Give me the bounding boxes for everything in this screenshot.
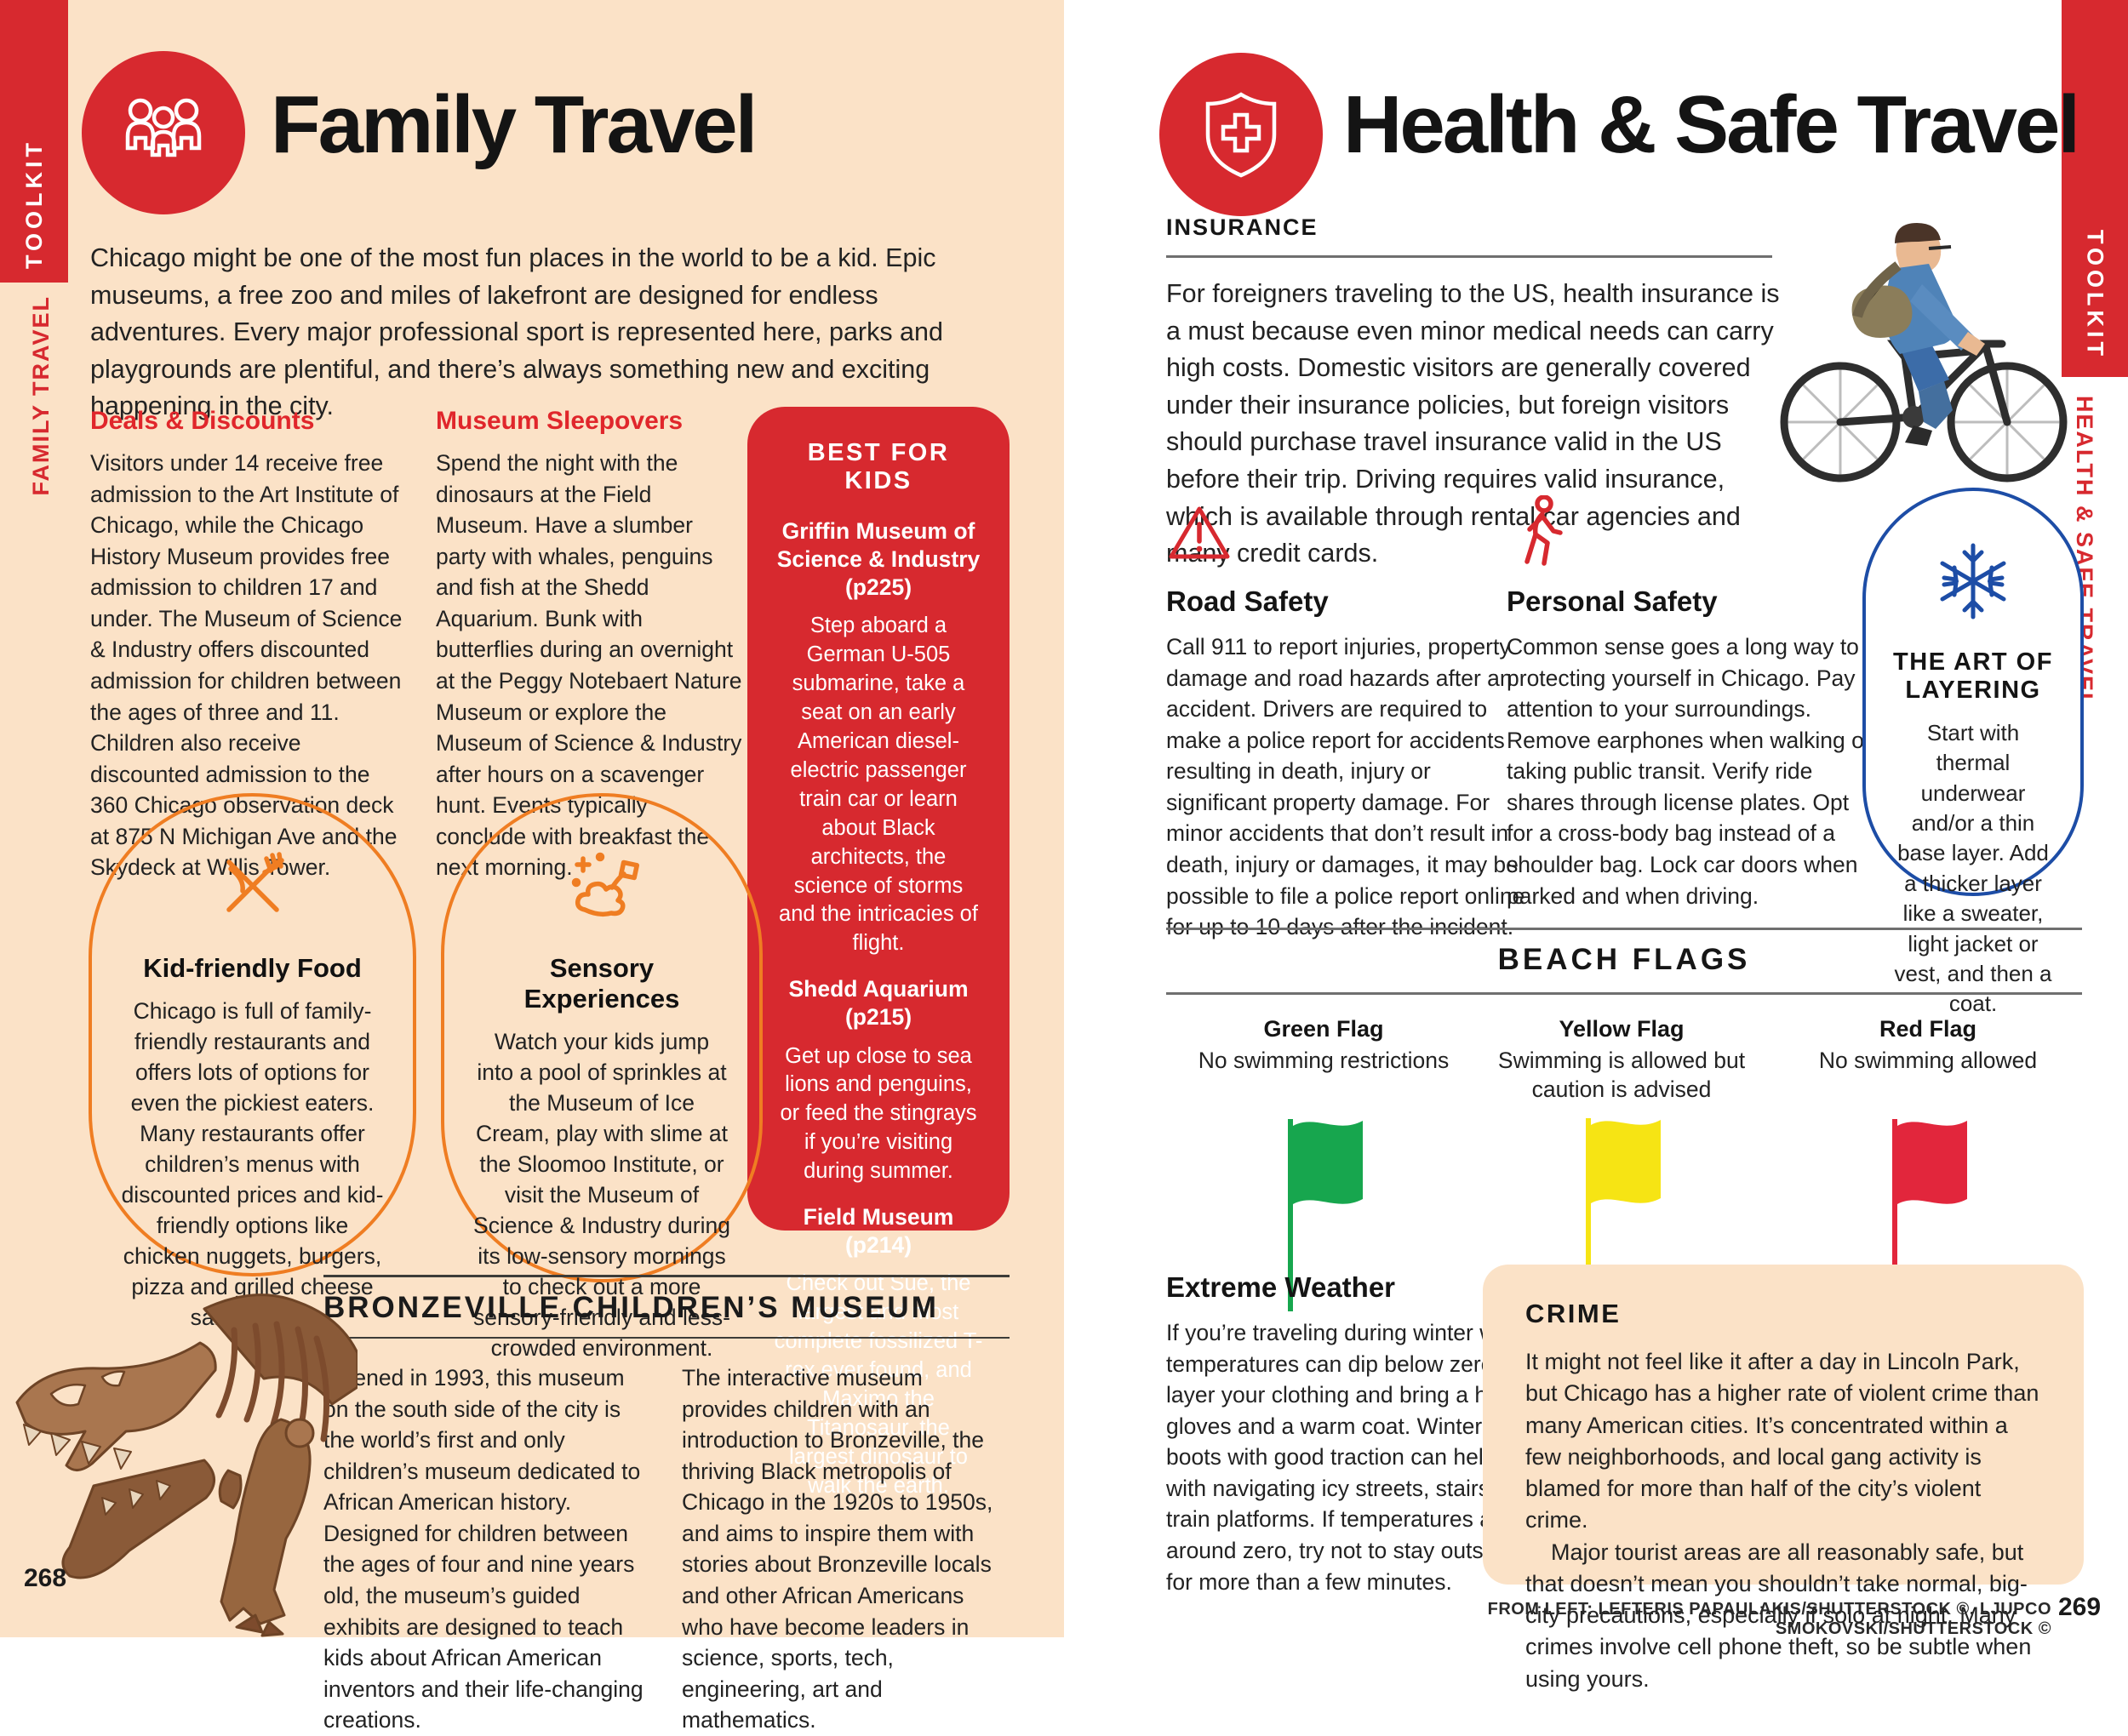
oval-body: Watch your kids jump into a pool of spri… [473,1029,730,1362]
snowflake-icon [1940,543,2006,620]
bronzeville-section: BRONZEVILLE CHILDREN’S MUSEUM Opened in … [323,1275,1010,1736]
bfk-item-heading: Shedd Aquarium (p215) [788,976,969,1031]
shield-cross-icon [1205,92,1277,178]
personal-safety-body: Common sense goes a long way to protecti… [1507,634,1872,909]
oval-heading: Sensory Experiences [523,953,680,1014]
bfk-item-heading: Field Museum (p214) [803,1204,954,1259]
photo-credit: FROM LEFT: LEFTERIS PAPAULAKIS/SHUTTERST… [1487,1600,2051,1638]
road-safety-heading: Road Safety [1166,585,1329,617]
bronzeville-col2: The interactive museum provides children… [682,1365,993,1733]
extreme-weather-section: Extreme Weather If you’re traveling duri… [1166,1271,1539,1597]
toolkit-tab-right: TOOLKIT [2062,0,2128,377]
flag-name: Red Flag [1879,1016,1976,1042]
bronzeville-col1: Opened in 1993, this museum on the south… [323,1365,644,1733]
insurance-body: For foreigners traveling to the US, heal… [1166,279,1780,568]
divider [323,1337,1010,1339]
layering-heading: THE ART OF LAYERING [1893,648,2053,704]
layering-body: Start with thermal underwear and/or a th… [1894,720,2052,1017]
best-for-kids-box: BEST FOR KIDS Griffin Museum of Science … [747,407,1010,1498]
art-of-layering-capsule: THE ART OF LAYERING Start with thermal u… [1862,488,2084,1016]
extreme-weather-heading: Extreme Weather [1166,1271,1396,1303]
crime-heading: CRIME [1525,1299,1622,1328]
page-number-right: 269 [2058,1593,2102,1621]
flag-desc: No swimming allowed [1818,1048,2038,1073]
page-title: Health & Safe Travel [1343,79,2080,170]
personal-safety-heading: Personal Safety [1507,585,1718,617]
fork-knife-icon [226,852,284,912]
oval-heading: Kid-friendly Food [143,953,362,983]
slime-icon [571,852,640,917]
toolkit-tab-label: TOOLKIT [2082,230,2108,360]
rider [1851,223,1985,446]
flag-desc: Swimming is allowed but caution is advis… [1497,1048,1746,1103]
dinosaur-skeleton-photo [15,1293,358,1637]
red-flag-icon [1892,1119,1967,1312]
health-safe-icon [1159,53,1323,216]
toolkit-tab-label: TOOLKIT [20,139,47,269]
toolkit-tab-left: TOOLKIT [0,0,68,283]
road-safety-section: Road Safety Call 911 to report injuries,… [1166,585,1530,943]
kid-friendly-food-oval: Kid-friendly Food Chicago is full of fam… [89,793,416,1330]
bronzeville-heading: BRONZEVILLE CHILDREN’S MUSEUM [323,1291,939,1324]
family-travel-icon [82,51,245,214]
yellow-flag-column: Yellow Flag Swimming is allowed but caut… [1473,1016,1770,1315]
page-number-left: 268 [24,1564,67,1592]
divider [1166,255,1772,258]
bfk-item-body: Check out Sue, the largest and most comp… [774,1271,983,1498]
divider [323,1275,1010,1277]
deals-discounts-heading: Deals & Discounts [90,407,315,435]
red-flag-column: Red Flag No swimming allowed [1779,1016,2077,1316]
warning-triangle-icon [1169,506,1230,559]
intro-paragraph: Chicago might be one of the most fun pla… [90,243,943,421]
flag-name: Yellow Flag [1559,1016,1685,1042]
page-health-safe-travel: TOOLKIT HEALTH & SAFE TRAVEL Health & Sa… [1064,0,2128,1692]
sensory-experiences-oval: Sensory Experiences Watch your kids jump… [441,793,763,1361]
oval-body: Chicago is full of family-friendly resta… [121,998,384,1330]
extreme-weather-body: If you’re traveling during winter when t… [1166,1320,1534,1595]
sidebar-family-travel-label: FAMILY TRAVEL [28,295,54,496]
road-safety-body: Call 911 to report injuries, property da… [1166,634,1525,940]
cyclist-photo [1780,223,2068,483]
divider [1166,928,2082,930]
bfk-item-body: Get up close to sea lions and penguins, … [780,1043,977,1184]
page-family-travel: TOOLKIT FAMILY TRAVEL Family Travel Chic… [0,0,1064,1733]
personal-safety-section: Personal Safety Common sense goes a long… [1507,585,1879,911]
yellow-flag-icon [1586,1117,1661,1311]
flag-name: Green Flag [1263,1016,1384,1042]
divider [1166,992,2082,995]
green-flag-icon [1288,1119,1363,1312]
pedestrian-icon [1524,495,1563,566]
flag-desc: No swimming restrictions [1198,1048,1450,1073]
crime-body-1: It might not feel like it after a day in… [1525,1349,2039,1533]
bfk-item-heading: Griffin Museum of Science & Industry (p2… [776,518,981,601]
bfk-item-body: Step aboard a German U-505 submarine, ta… [779,614,978,956]
crime-box: CRIME It might not feel like it after a … [1483,1265,2084,1692]
green-flag-column: Green Flag No swimming restrictions [1175,1016,1473,1316]
family-icon [125,98,202,157]
museum-sleepovers-heading: Museum Sleepovers [436,407,684,435]
page-title: Family Travel [271,79,758,170]
beach-flags-heading: BEACH FLAGS [1497,943,1751,976]
best-for-kids-title: BEST FOR KIDS [807,439,950,494]
insurance-label: INSURANCE [1166,214,1319,240]
